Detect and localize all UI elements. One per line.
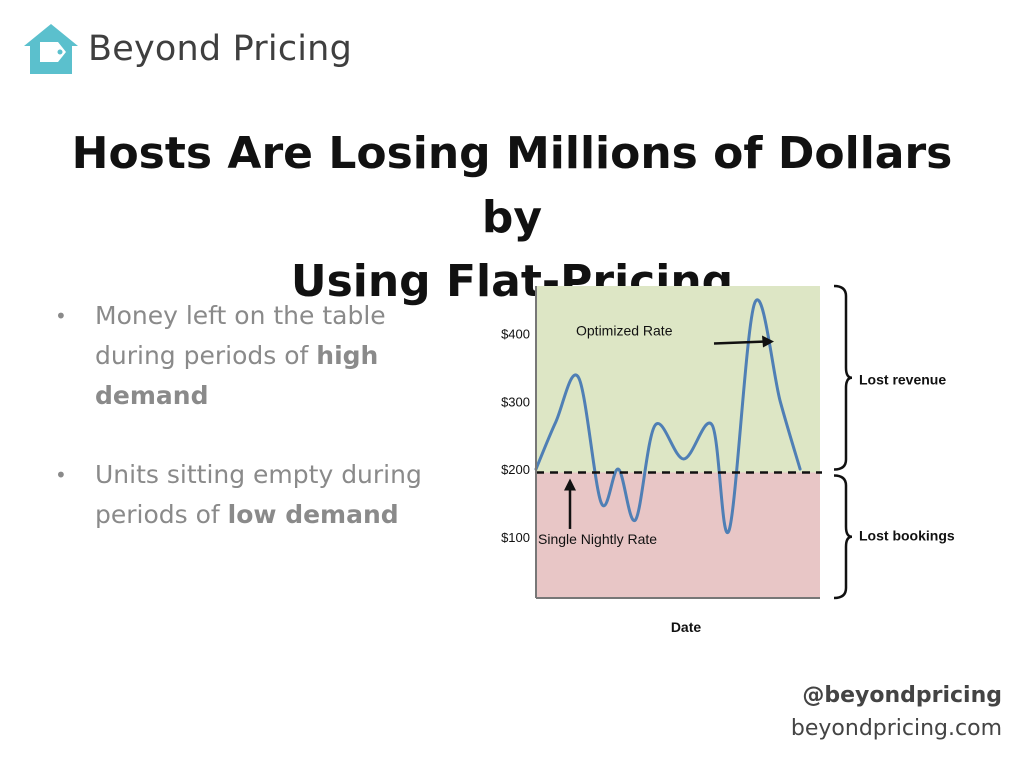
y-tick-label: $400 (501, 326, 530, 341)
bullet-list: • Money left on the table during periods… (55, 296, 455, 574)
single-nightly-rate-label: Single Nightly Rate (538, 531, 657, 547)
brand-logo: Beyond Pricing (22, 22, 352, 76)
brand-name-part2: Pricing (232, 29, 352, 69)
bullet-emphasis: high demand (95, 341, 379, 410)
y-tick-label: $100 (501, 530, 530, 545)
y-tick-label: $300 (501, 394, 530, 409)
optimized-rate-line (534, 298, 802, 535)
y-tick-label: $200 (501, 462, 530, 477)
slide-title: Hosts Are Losing Millions of Dollars by … (60, 122, 964, 314)
lost-revenue-brace (833, 284, 853, 471)
social-handle: @beyondpricing (802, 683, 1002, 708)
lost-bookings-label: Lost bookings (859, 527, 955, 543)
title-line-1: Hosts Are Losing Millions of Dollars by (71, 128, 953, 243)
bullet-item: • Units sitting empty during periods of … (55, 455, 455, 535)
bullet-text: Money left on the table during periods o… (95, 301, 386, 370)
house-tag-icon (24, 24, 78, 74)
lost-revenue-region (536, 286, 820, 473)
pricing-chart: $100 $200 $300 $400 Optimized Rate Single N… (501, 284, 955, 635)
optimized-rate-arrowhead (762, 335, 774, 348)
bullet-dot: • (55, 304, 67, 328)
website-link[interactable]: beyondpricing.com (790, 716, 1002, 741)
optimized-rate-label: Optimized Rate (576, 322, 673, 338)
x-axis-label: Date (671, 619, 702, 635)
brand-name-part1: Beyond (88, 29, 222, 69)
lost-bookings-brace (833, 474, 853, 600)
y-tick-labels: $100 $200 $300 $400 (501, 326, 530, 544)
bullet-dot: • (55, 463, 67, 487)
single-nightly-rate-arrowhead (564, 478, 576, 491)
lost-revenue-label: Lost revenue (859, 371, 946, 387)
lost-bookings-region (536, 472, 820, 598)
optimized-rate-arrow (713, 340, 767, 345)
bullet-item: • Money left on the table during periods… (55, 296, 455, 416)
brand-name: Beyond Pricing (88, 29, 352, 69)
bullet-emphasis: low demand (227, 500, 399, 529)
bullet-text: Units sitting empty during periods of (95, 460, 422, 529)
